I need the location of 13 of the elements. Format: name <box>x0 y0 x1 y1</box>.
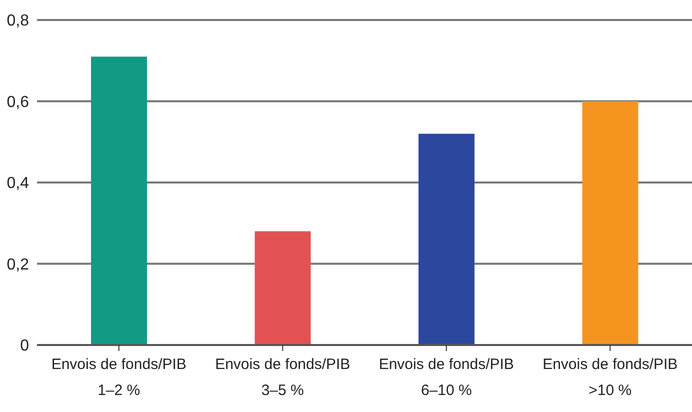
x-tick-label: Envois de fonds/PIB >10 % <box>542 356 678 399</box>
y-tick-label: 0,8 <box>6 12 30 30</box>
bar <box>91 56 147 345</box>
y-tick-label: 0,6 <box>6 94 30 111</box>
bar <box>254 231 311 345</box>
x-tick-label: Envois de fonds/PIB 1–2 % <box>51 356 186 399</box>
bar <box>582 101 638 345</box>
x-tick-label: Envois de fonds/PIB 6–10 % <box>378 356 514 399</box>
y-tick-label: 0,2 <box>6 256 30 274</box>
x-tick-label: Envois de fonds/PIB 3–5 % <box>215 356 350 399</box>
y-tick-label: 0 <box>20 338 30 355</box>
bar <box>418 134 474 345</box>
y-tick-label: 0,4 <box>6 175 30 192</box>
